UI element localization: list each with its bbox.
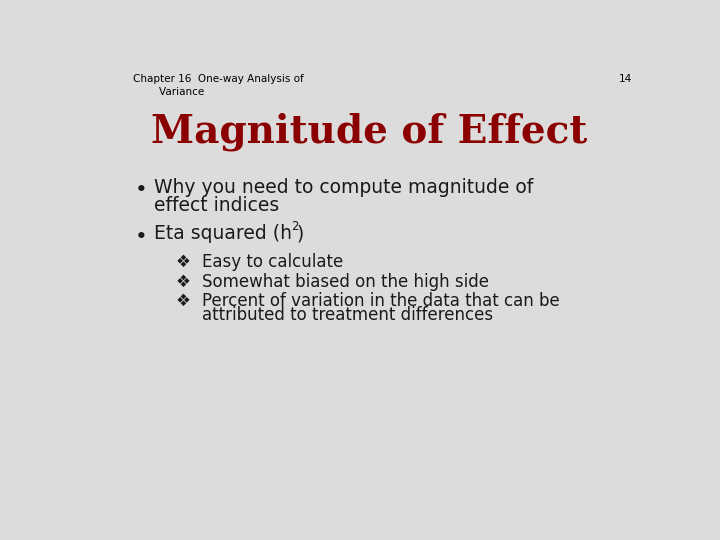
Text: attributed to treatment differences: attributed to treatment differences: [202, 306, 493, 324]
Text: Magnitude of Effect: Magnitude of Effect: [151, 112, 587, 151]
Text: ): ): [297, 224, 305, 243]
Text: Percent of variation in the data that can be: Percent of variation in the data that ca…: [202, 292, 560, 310]
Text: •: •: [135, 180, 148, 200]
Text: ❖: ❖: [176, 273, 190, 291]
Text: ❖: ❖: [176, 253, 190, 272]
Text: Easy to calculate: Easy to calculate: [202, 253, 343, 272]
Text: 2: 2: [292, 220, 299, 233]
Text: Eta squared (h: Eta squared (h: [153, 224, 292, 243]
Text: Why you need to compute magnitude of: Why you need to compute magnitude of: [153, 178, 533, 197]
Text: •: •: [135, 226, 148, 246]
Text: Chapter 16  One-way Analysis of
        Variance: Chapter 16 One-way Analysis of Variance: [132, 74, 303, 97]
Text: 14: 14: [619, 74, 632, 84]
Text: Somewhat biased on the high side: Somewhat biased on the high side: [202, 273, 490, 291]
Text: effect indices: effect indices: [153, 195, 279, 215]
Text: ❖: ❖: [176, 292, 190, 310]
